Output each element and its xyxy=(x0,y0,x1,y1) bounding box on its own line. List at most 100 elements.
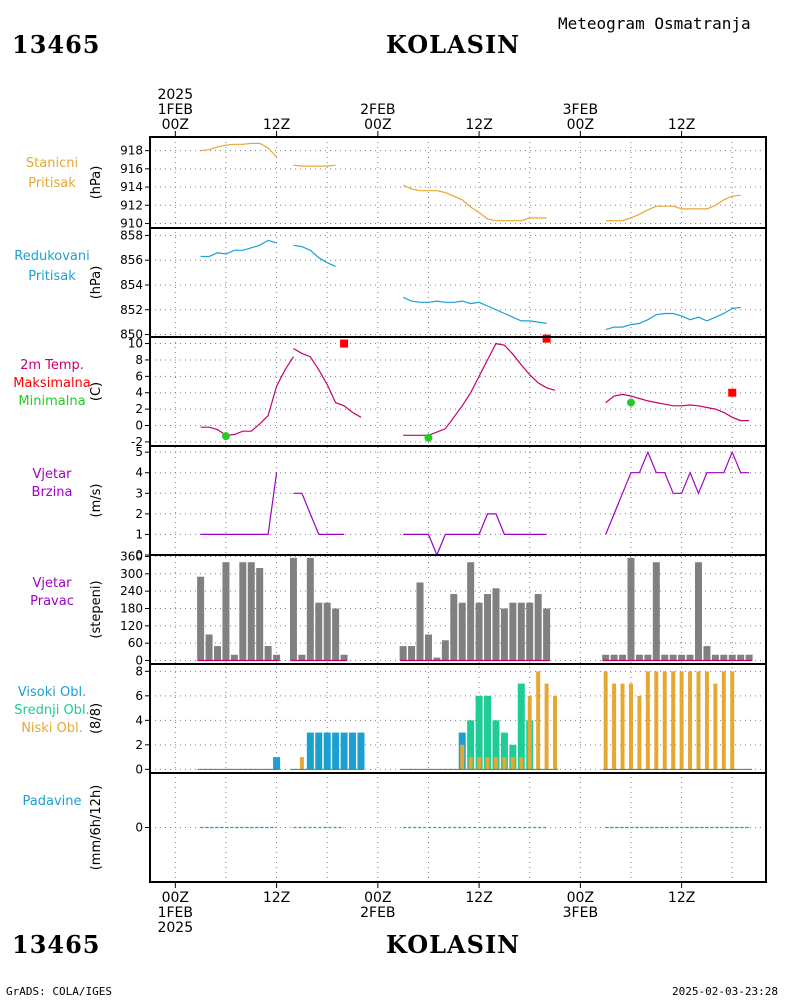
cloud-low-bar xyxy=(477,757,482,770)
panel-label: 2m Temp. xyxy=(20,358,84,373)
panel-label: Pritisak xyxy=(28,269,76,284)
y-tick-label: 854 xyxy=(120,278,143,292)
series-line-wind_speed xyxy=(293,492,345,536)
x-tick-label-bottom: 2025 xyxy=(157,920,193,936)
cloud-low-bar xyxy=(637,695,642,770)
wind-direction-bar xyxy=(635,654,643,661)
wind-direction-bar xyxy=(273,654,281,661)
cloud-low-bar xyxy=(493,757,498,770)
panel-label: Stanicni xyxy=(26,156,78,171)
wind-direction-bar xyxy=(256,568,264,661)
wind-direction-bar xyxy=(239,562,247,661)
wind-direction-bar xyxy=(720,654,728,661)
panel-label: Vjetar xyxy=(33,576,73,591)
y-tick-label: 856 xyxy=(120,253,143,267)
cloud-mid-bar xyxy=(517,683,525,770)
cloud-low-bar xyxy=(645,671,650,770)
cloud-low-bar xyxy=(704,671,709,770)
series-line-wind_speed xyxy=(403,513,547,557)
wind-direction-bar xyxy=(441,640,449,661)
series-line-station_pressure xyxy=(200,142,278,158)
cloud-low-bar xyxy=(519,757,524,770)
cloud-low-bar xyxy=(299,757,304,770)
y-tick-label: 3 xyxy=(135,486,143,500)
x-tick-label-top: 1FEB xyxy=(158,102,193,118)
x-tick-label-top: 00Z xyxy=(364,117,391,133)
wind-direction-bar xyxy=(197,576,205,661)
wind-direction-bar xyxy=(458,602,466,661)
wind-direction-bar xyxy=(534,594,542,661)
panel-label: Vjetar xyxy=(33,467,73,482)
wind-direction-bar xyxy=(644,654,652,661)
y-tick-label: 0 xyxy=(135,654,143,668)
series-line-reduced_pressure xyxy=(402,296,547,324)
wind-direction-bar xyxy=(661,654,669,661)
y-tick-label: 60 xyxy=(128,636,143,650)
panel-label: Srednji Obl. xyxy=(14,703,89,718)
y-tick-label: 2 xyxy=(135,402,143,416)
generated-timestamp: 2025-02-03-23:28 xyxy=(672,985,778,998)
cloud-low-bar xyxy=(662,671,667,770)
x-tick-label-bottom: 12Z xyxy=(263,890,290,906)
panel-label: Niski Obl. xyxy=(21,721,83,736)
panel-frame xyxy=(149,772,767,883)
y-tick-label: 300 xyxy=(120,567,143,581)
wind-direction-bar xyxy=(467,562,475,661)
cloud-mid-bar xyxy=(492,720,500,770)
cloud-mid-bar xyxy=(500,732,508,770)
cloud-high-bar xyxy=(273,757,281,770)
y-tick-label: 858 xyxy=(120,228,143,242)
wind-direction-bar xyxy=(745,654,753,661)
y-tick-label: 120 xyxy=(120,619,143,633)
wind-direction-bar xyxy=(475,602,483,661)
wind-direction-bar xyxy=(500,608,508,661)
y-tick-label: 852 xyxy=(120,303,143,317)
wind-direction-bar xyxy=(340,654,348,661)
y-tick-label: 4 xyxy=(135,386,143,400)
cloud-high-bar xyxy=(340,732,348,770)
x-tick-label-top: 12Z xyxy=(263,117,290,133)
wind-direction-bar xyxy=(602,654,610,661)
wind-direction-bar xyxy=(214,646,222,661)
y-axis-label: (m/s) xyxy=(89,484,104,518)
wind-direction-bar xyxy=(543,608,551,661)
panel-label: Pravac xyxy=(30,594,74,609)
station-name-top: KOLASIN xyxy=(386,30,521,59)
x-tick-label-bottom: 00Z xyxy=(364,890,391,906)
y-tick-label: 914 xyxy=(120,180,143,194)
cloud-low-bar xyxy=(620,683,625,770)
temp-max-marker xyxy=(728,388,737,397)
series-line-temperature xyxy=(200,356,295,436)
panel-label: Pritisak xyxy=(28,176,76,191)
x-tick-label-bottom: 00Z xyxy=(567,890,594,906)
temp-min-marker xyxy=(626,398,635,407)
wind-direction-bar xyxy=(332,608,340,661)
wind-direction-bar xyxy=(686,654,694,661)
series-line-wind_speed xyxy=(200,472,278,536)
series-line-reduced_pressure xyxy=(293,244,336,267)
y-axis-label: (hPa) xyxy=(89,266,104,300)
wind-direction-bar xyxy=(247,562,255,661)
series-line-station_pressure xyxy=(402,184,547,222)
wind-direction-bar xyxy=(298,654,306,661)
cloud-low-bar xyxy=(696,671,701,770)
cloud-mid-bar xyxy=(467,720,475,770)
x-tick-label-bottom: 00Z xyxy=(162,890,189,906)
wind-direction-bar xyxy=(669,654,677,661)
y-tick-label: 10 xyxy=(128,337,143,351)
y-tick-label: 6 xyxy=(135,369,143,383)
cloud-low-bar xyxy=(671,671,676,770)
wind-direction-bar xyxy=(433,657,441,661)
temp-min-marker xyxy=(221,432,230,441)
y-tick-label: 1 xyxy=(135,527,143,541)
wind-direction-bar xyxy=(703,646,711,661)
cloud-low-bar xyxy=(730,671,735,770)
wind-direction-bar xyxy=(619,654,627,661)
cloud-low-bar xyxy=(460,744,465,770)
cloud-low-bar xyxy=(468,757,473,770)
y-tick-label: 910 xyxy=(120,216,143,230)
series-line-station_pressure xyxy=(293,164,336,167)
series-line-temperature xyxy=(605,393,750,422)
panel-wind_direction: 0 60 120 180 240 300 360 (stepeni) Vjetar Pravac xyxy=(30,549,767,668)
